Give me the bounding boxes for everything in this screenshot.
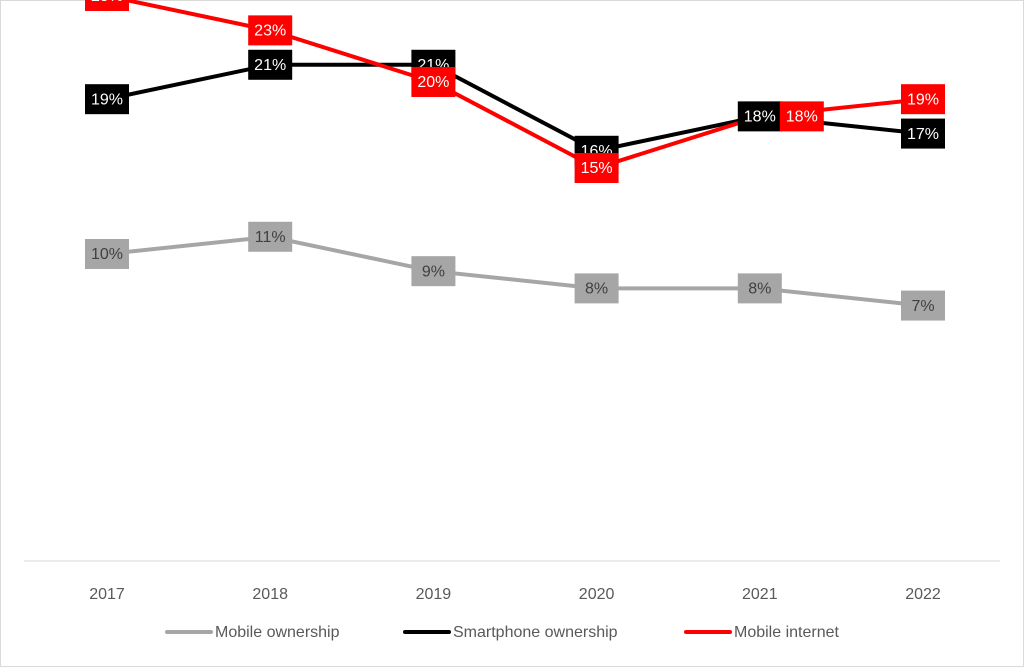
mobile_internet-line (116, 0, 925, 170)
data-labels: 10%11%9%8%8%7%19%21%21%16%18%17%25%23%20… (85, 0, 945, 321)
mobile_ownership-line (105, 234, 925, 308)
mobile_ownership-label-text: 8% (585, 281, 608, 298)
mobile_internet-label-text: 19% (907, 91, 939, 108)
x-tick-label: 2021 (742, 586, 778, 603)
x-tick-label: 2017 (89, 586, 125, 603)
smartphone_ownership-label-text: 17% (907, 126, 939, 143)
mobile_internet-label-box (248, 15, 293, 46)
smartphone_ownership-data-label: 18% (737, 101, 782, 132)
smartphone_ownership-label-text: 18% (744, 109, 776, 126)
legend-item-smartphone_ownership: Smartphone ownership (403, 624, 618, 641)
mobile_internet-label-box (574, 152, 619, 183)
smartphone_ownership-label-box (248, 49, 293, 80)
mobile_ownership-data-label: 11% (248, 221, 293, 252)
mobile_ownership-label-text: 10% (91, 246, 123, 263)
legend-label: Smartphone ownership (453, 624, 618, 641)
series-lines (105, 0, 925, 308)
mobile_internet-data-label: 23% (248, 15, 293, 46)
mobile_internet-label-text: 18% (786, 109, 818, 126)
mobile_internet-data-label: 20% (411, 66, 456, 97)
mobile_ownership-label-text: 9% (422, 263, 445, 280)
mobile_ownership-data-label: 10% (85, 238, 129, 269)
mobile_ownership-label-text: 7% (911, 298, 934, 315)
legend-item-mobile_ownership: Mobile ownership (165, 624, 340, 641)
mobile_ownership-label-box (85, 238, 129, 269)
mobile_ownership-data-label: 7% (901, 290, 945, 321)
mobile_ownership-data-label: 8% (737, 273, 782, 304)
x-axis-ticks: 2017 2018 2019 2020 2021 2022 (89, 586, 941, 603)
legend: Mobile ownership Smartphone ownership Mobi… (165, 624, 840, 641)
mobile_ownership-data-label: 9% (411, 256, 456, 287)
legend-label: Mobile internet (734, 624, 840, 641)
smartphone_ownership-label-box (901, 118, 945, 149)
mobile_ownership-label-box (411, 256, 456, 287)
mobile_ownership-label-text: 11% (255, 229, 286, 246)
mobile_internet-label-text: 20% (417, 74, 449, 91)
mobile_ownership-data-label: 8% (574, 273, 619, 304)
mobile_internet-data-label: 25% (85, 0, 129, 11)
x-tick-label: 2020 (579, 586, 615, 603)
mobile_internet-label-text: 15% (581, 160, 613, 177)
mobile_internet-label-box (779, 101, 824, 132)
x-tick-label: 2022 (905, 586, 941, 603)
mobile_internet-label-box (85, 0, 129, 11)
smartphone_ownership-data-label: 17% (901, 118, 945, 149)
smartphone_ownership-label-text: 19% (91, 91, 123, 108)
legend-label: Mobile ownership (215, 624, 340, 641)
mobile_ownership-label-box (248, 221, 293, 252)
mobile_internet-label-text: 23% (254, 23, 286, 40)
smartphone_ownership-label-box (737, 101, 782, 132)
mobile_internet-data-label: 18% (779, 101, 824, 132)
mobile_ownership-label-box (901, 290, 945, 321)
mobile_ownership-label-box (574, 273, 619, 304)
smartphone_ownership-data-label: 19% (85, 84, 129, 115)
smartphone_ownership-data-label: 21% (248, 49, 293, 80)
mobile_internet-data-label: 19% (901, 84, 945, 115)
mobile_ownership-label-box (737, 273, 782, 304)
mobile_ownership-label-text: 8% (748, 281, 771, 298)
x-tick-label: 2019 (416, 586, 452, 603)
legend-item-mobile_internet: Mobile internet (684, 624, 840, 641)
mobile_internet-label-text: 25% (91, 0, 123, 5)
smartphone_ownership-label-box (85, 84, 129, 115)
mobile_internet-label-box (901, 84, 945, 115)
smartphone_ownership-label-text: 21% (254, 57, 286, 74)
mobile_internet-data-label: 15% (574, 152, 619, 183)
mobile_internet-label-box (411, 66, 456, 97)
x-tick-label: 2018 (252, 586, 288, 603)
